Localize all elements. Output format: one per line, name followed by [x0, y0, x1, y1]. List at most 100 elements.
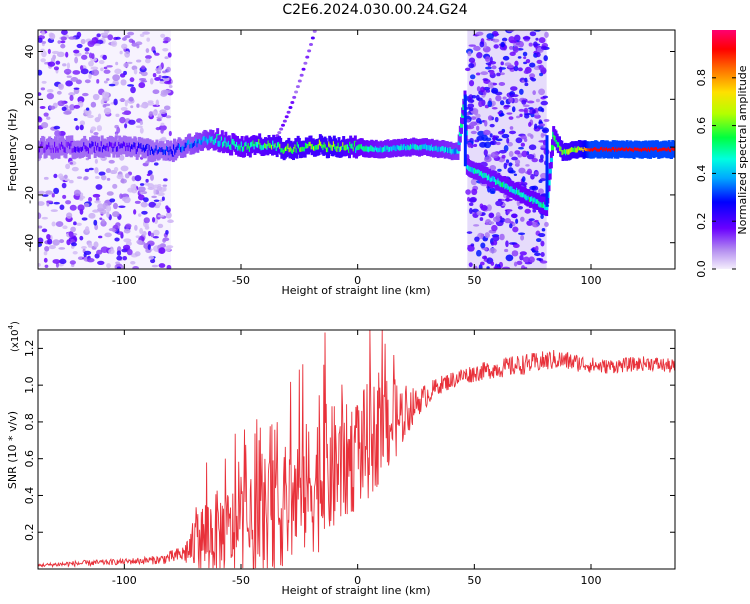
noise-speckle — [537, 106, 543, 112]
noise-speckle — [113, 167, 119, 172]
noise-speckle — [127, 31, 135, 36]
noise-speckle — [139, 120, 144, 125]
noise-speckle — [100, 246, 109, 253]
snr-line — [38, 330, 675, 569]
noise-speckle — [39, 105, 46, 109]
noise-speckle — [166, 264, 172, 269]
noise-speckle — [519, 254, 524, 261]
noise-speckle — [115, 61, 119, 66]
noise-speckle — [53, 66, 59, 71]
noise-speckle — [493, 266, 499, 269]
noise-speckle — [152, 89, 160, 95]
noise-speckle — [57, 83, 63, 89]
noise-speckle — [506, 137, 510, 144]
noise-speckle — [476, 125, 480, 131]
noise-speckle — [502, 55, 510, 61]
noise-speckle — [470, 243, 475, 247]
svg-text:(x104): (x104) — [7, 321, 21, 352]
x-tick-label: -100 — [112, 574, 137, 587]
noise-speckle — [44, 245, 50, 252]
noise-speckle — [131, 175, 136, 182]
noise-speckle — [486, 266, 490, 269]
trace-core — [460, 123, 464, 128]
noise-speckle — [160, 122, 165, 126]
colorbar — [712, 30, 736, 269]
noise-speckle — [70, 76, 79, 82]
noise-speckle — [79, 120, 86, 126]
noise-speckle — [504, 218, 512, 224]
snr-plot-area — [38, 330, 675, 569]
noise-speckle — [500, 41, 505, 48]
noise-speckle — [147, 183, 155, 188]
noise-speckle — [143, 197, 149, 203]
noise-speckle — [526, 154, 535, 160]
noise-speckle — [488, 81, 494, 89]
noise-speckle — [66, 75, 72, 78]
noise-speckle — [130, 86, 136, 94]
noise-speckle — [157, 214, 165, 218]
noise-speckle — [495, 141, 501, 146]
noise-speckle — [500, 61, 504, 66]
noise-speckle — [511, 156, 518, 161]
noise-speckle — [106, 177, 111, 181]
noise-speckle — [83, 176, 89, 180]
noise-speckle — [50, 57, 56, 63]
noise-speckle — [84, 51, 89, 55]
noise-speckle — [38, 92, 42, 96]
noise-speckle — [140, 201, 148, 208]
noise-speckle — [472, 265, 478, 269]
noise-speckle — [130, 184, 137, 190]
noise-speckle — [544, 221, 549, 227]
noise-speckle — [52, 239, 60, 246]
noise-speckle — [519, 251, 527, 256]
noise-speckle — [482, 255, 488, 260]
noise-speckle — [98, 235, 103, 239]
noise-speckle — [477, 130, 485, 137]
noise-speckle — [158, 263, 166, 268]
noise-speckle — [76, 222, 82, 226]
noise-speckle — [492, 135, 496, 142]
noise-speckle — [495, 95, 502, 102]
noise-speckle — [79, 235, 84, 241]
noise-speckle — [522, 36, 531, 40]
noise-speckle — [523, 107, 529, 114]
noise-speckle — [479, 120, 483, 125]
noise-speckle — [46, 233, 51, 240]
noise-speckle — [534, 171, 539, 176]
noise-speckle — [107, 34, 114, 41]
noise-speckle — [61, 106, 67, 112]
noise-speckle — [51, 221, 56, 227]
spectrogram-frame — [37, 29, 676, 270]
artifact-speckle — [279, 127, 284, 131]
artifact-speckle — [294, 90, 299, 94]
noise-speckle — [164, 56, 169, 60]
noise-speckle — [538, 123, 546, 127]
noise-speckle — [112, 183, 118, 189]
noise-speckle — [522, 51, 528, 57]
noise-speckle — [79, 65, 84, 71]
noise-speckle — [57, 100, 65, 107]
noise-speckle — [148, 255, 155, 260]
artifact-speckle — [299, 73, 304, 77]
noise-speckle — [497, 198, 502, 202]
noise-speckle — [477, 97, 483, 102]
noise-speckle — [521, 150, 528, 158]
noise-speckle — [165, 205, 169, 210]
noise-speckle — [492, 235, 500, 242]
noise-speckle — [103, 80, 108, 84]
noise-speckle — [528, 42, 533, 47]
colorbar-tick-label: 0.8 — [695, 69, 708, 87]
noise-speckle — [162, 238, 167, 243]
artifact-speckle — [295, 85, 300, 89]
noise-speckle — [124, 50, 131, 58]
noise-speckle — [513, 45, 519, 53]
noise-speckle — [122, 244, 131, 251]
noise-speckle — [528, 121, 532, 127]
noise-speckle — [92, 193, 101, 198]
noise-speckle — [55, 60, 61, 65]
noise-speckle — [163, 178, 168, 182]
noise-speckle — [139, 71, 143, 74]
x-tick-label: 100 — [581, 274, 602, 287]
noise-speckle — [53, 201, 60, 205]
